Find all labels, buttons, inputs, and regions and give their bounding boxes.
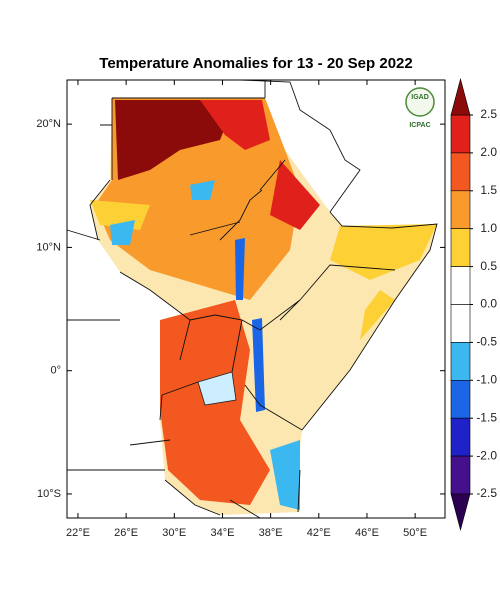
colorbar-band: [450, 266, 471, 305]
logo: IGAD ICPAC: [405, 87, 435, 129]
colorbar-band: [450, 190, 471, 230]
lon-tick-label: 50°E: [403, 527, 427, 539]
colorbar-tick-label: 0.0: [480, 297, 497, 311]
colorbar: 2.5 2.0 1.5 1.0 0.5 0.0 -0.5 -1.0 -1.5 -2.0 -2.5: [450, 77, 497, 532]
strong-warm-anomaly: [115, 100, 230, 180]
colorbar-tick-label: 1.0: [480, 221, 497, 235]
colorbar-tick-label: 1.5: [480, 183, 497, 197]
lake-victoria: [197, 371, 237, 406]
colorbar-tick-label: 2.5: [480, 107, 497, 121]
lon-tick-label: 22°E: [66, 527, 90, 539]
colorbar-band: [450, 342, 471, 381]
colorbar-band: [450, 304, 471, 343]
yellow-anomaly: [90, 200, 437, 340]
lon-tick-label: 30°E: [162, 527, 186, 539]
colorbar-band: [450, 417, 471, 457]
borders: [66, 79, 438, 519]
lon-tick-label: 46°E: [355, 527, 379, 539]
lon-tick-label: 42°E: [307, 527, 331, 539]
red-anomaly: [200, 100, 320, 230]
cool-anomaly: [110, 180, 300, 510]
logo-org: ICPAC: [409, 122, 430, 129]
logo-name: IGAD: [411, 94, 429, 101]
colorbar-band: [450, 379, 471, 419]
colorbar-under: [450, 493, 471, 532]
lat-tick-label: 20°N: [36, 118, 61, 130]
colorbar-over: [450, 77, 471, 116]
map-title: Temperature Anomalies for 13 - 20 Sep 20…: [99, 55, 412, 72]
logo-badge: [405, 87, 435, 117]
map-area: IGAD ICPAC: [66, 79, 446, 519]
colorbar-tick-label: 2.0: [480, 145, 497, 159]
lon-tick-label: 26°E: [114, 527, 138, 539]
strong-cool-anomaly: [235, 238, 265, 412]
colorbar-tick-label: -2.5: [476, 486, 497, 500]
colorbar-tick-label: -1.0: [476, 372, 497, 386]
map-frame: [66, 79, 446, 519]
lon-tick-label: 34°E: [210, 527, 234, 539]
lat-tick-label: 0°: [50, 365, 61, 377]
colorbar-tick-label: -1.5: [476, 410, 497, 424]
colorbar-tick-label: -2.0: [476, 448, 497, 462]
lat-tick-label: 10°N: [36, 241, 61, 253]
colorbar-band: [450, 228, 471, 267]
colorbar-band: [450, 455, 471, 495]
lat-tick-label: 10°S: [37, 488, 61, 500]
colorbar-band: [450, 152, 471, 192]
colorbar-tick-label: -0.5: [476, 335, 497, 349]
lon-tick-label: 38°E: [259, 527, 283, 539]
colorbar-band: [450, 114, 471, 154]
colorbar-tick-label: 0.5: [480, 259, 497, 273]
axis-ticks: 22°E 26°E 30°E 34°E 38°E 42°E 46°E 50°E 20°N 10°N…: [36, 80, 445, 539]
